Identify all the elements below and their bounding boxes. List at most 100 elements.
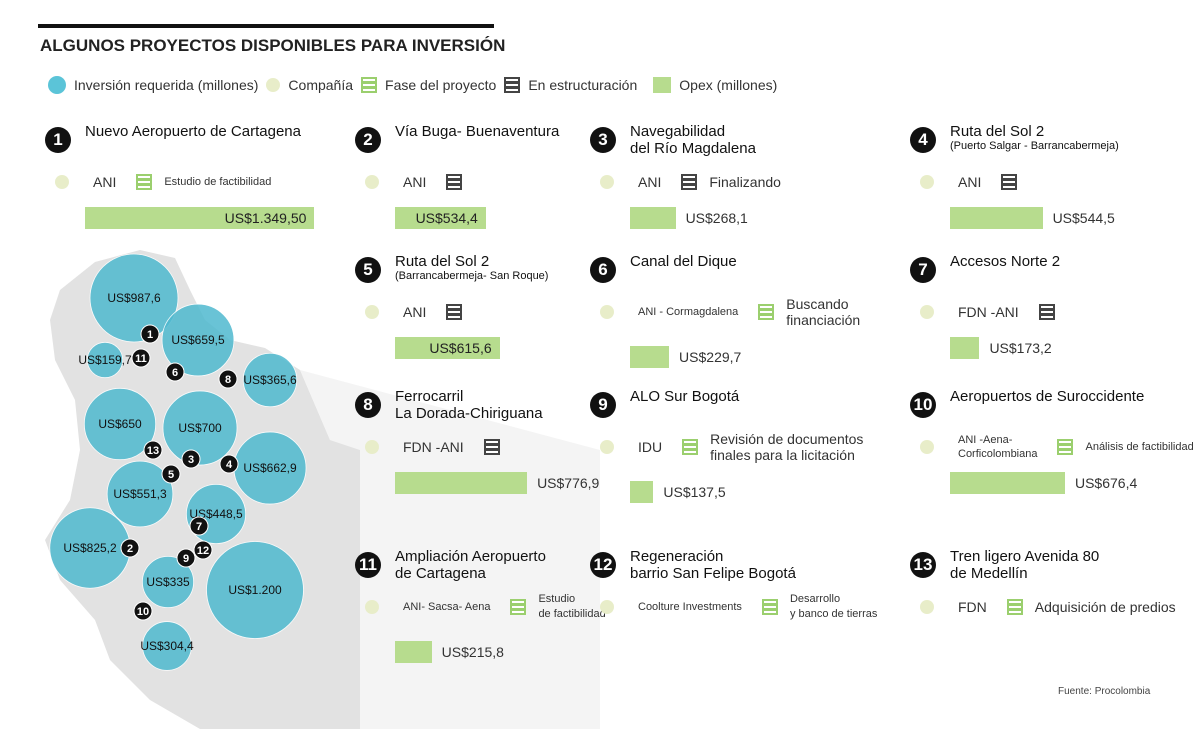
company-line: ANI xyxy=(638,174,662,190)
project-name-line: ALO Sur Bogotá xyxy=(630,388,740,405)
phase-line: Estudio de factibilidad xyxy=(164,175,272,188)
legend-label: En estructuración xyxy=(528,77,638,93)
bubble-label: US$335 xyxy=(146,575,190,589)
phase: Estudio de factibilidad xyxy=(538,592,605,622)
legend: Inversión requerida (millones) Compañía … xyxy=(48,76,777,94)
map-marker-label: 11 xyxy=(135,353,147,365)
project-name: Regeneración barrio San Felipe Bogotá xyxy=(630,548,796,582)
legend-icon xyxy=(504,77,521,93)
map-marker xyxy=(181,449,201,469)
phase: Revisión de documentos finales para la li… xyxy=(710,431,863,463)
bubble xyxy=(162,390,238,466)
legend-icon xyxy=(361,77,378,93)
opex-row: US$544,5 xyxy=(950,207,1115,229)
map-region xyxy=(300,370,600,729)
bubble-label: US$650 xyxy=(98,417,142,431)
project-number: 6 xyxy=(590,257,616,283)
bubble xyxy=(142,621,192,671)
opex-label: US$137,5 xyxy=(663,484,726,500)
project-name-line: Tren ligero Avenida 80 xyxy=(950,548,1100,565)
phase-icon xyxy=(446,304,463,320)
company-icon xyxy=(365,305,379,319)
company: ANI xyxy=(958,175,981,189)
opex-row: US$268,1 xyxy=(630,207,748,229)
project-name-line: Navegabilidad xyxy=(630,123,726,140)
company: IDU xyxy=(638,440,662,454)
phase-line: Revisión de documentos xyxy=(710,431,864,447)
phase: Análisis de factibilidad xyxy=(1085,440,1193,455)
project-name: ALO Sur Bogotá xyxy=(630,388,739,405)
project-info: ANI xyxy=(365,302,463,322)
company: Coolture Investments xyxy=(638,600,742,614)
phase: Desarrollo y banco de tierras xyxy=(790,592,877,622)
bubble-label: US$987,6 xyxy=(107,291,161,305)
opex-label: US$776,9 xyxy=(537,475,600,491)
bubble-label: US$1.200 xyxy=(228,583,282,597)
company: ANI xyxy=(638,175,661,189)
map-marker-label: 1 xyxy=(147,329,153,341)
opex-bar: US$1.349,50 xyxy=(85,207,315,229)
opex-bar xyxy=(950,472,1065,494)
legend-icon xyxy=(48,76,66,94)
project-name-line: Accesos Norte 2 xyxy=(950,253,1061,270)
project-name-line: Vía Buga- Buenaventura xyxy=(395,123,560,140)
project-number: 4 xyxy=(910,127,936,153)
opex-bar xyxy=(630,346,670,368)
opex-label: US$534,4 xyxy=(415,210,478,226)
bubble xyxy=(206,541,304,639)
bubble xyxy=(83,387,157,461)
company-line: IDU xyxy=(638,439,663,455)
phase: Finalizando xyxy=(709,174,781,190)
opex-label: US$229,7 xyxy=(679,349,742,365)
project-name-line: de Cartagena xyxy=(395,565,486,582)
company-icon xyxy=(365,440,379,454)
phase-line: y banco de tierras xyxy=(789,608,878,620)
phase-icon xyxy=(682,439,699,455)
company-line: ANI -Aena- xyxy=(958,434,1013,446)
project-name-line: Canal del Dique xyxy=(630,253,737,270)
phase-line: de factibilidad xyxy=(538,608,606,620)
bubble-label: US$825,2 xyxy=(63,541,117,555)
phase-icon xyxy=(483,439,500,455)
legend-label: Fase del proyecto xyxy=(385,77,497,93)
company-icon xyxy=(920,175,934,189)
project-name-line: Regeneración xyxy=(630,548,724,565)
legend-label: Compañía xyxy=(288,77,354,93)
legend-label: Inversión requerida (millones) xyxy=(74,77,259,93)
opex-row: US$1.349,50 xyxy=(85,207,315,229)
map-marker xyxy=(176,548,196,568)
project-name: Accesos Norte 2 xyxy=(950,253,1060,270)
opex-row: US$676,4 xyxy=(950,472,1137,494)
phase-line: finales para la licitación xyxy=(710,447,855,463)
project-info: FDN -ANI xyxy=(365,437,500,457)
project-info: ANI xyxy=(920,172,1018,192)
project-number: 5 xyxy=(355,257,381,283)
company: FDN -ANI xyxy=(403,440,464,454)
company-icon xyxy=(600,600,614,614)
project-info: ANI - Cormagdalena Buscando financiación xyxy=(600,296,860,328)
phase: Estudio de factibilidad xyxy=(164,175,271,190)
opex-row: US$615,6 xyxy=(395,337,500,359)
map-marker xyxy=(219,454,239,474)
project-name-line: barrio San Felipe Bogotá xyxy=(630,565,796,582)
map-marker-label: 12 xyxy=(197,545,209,557)
project-number: 3 xyxy=(590,127,616,153)
project-subtitle: (Barrancabermeja- San Roque) xyxy=(395,270,549,282)
project-info: IDU Revisión de documentos finales para la… xyxy=(600,431,863,463)
map-marker-label: 2 xyxy=(127,543,133,555)
map-marker xyxy=(189,516,209,536)
company: ANI xyxy=(403,175,426,189)
opex-bar xyxy=(950,207,1043,229)
bubble xyxy=(242,352,298,408)
title: ALGUNOS PROYECTOS DISPONIBLES PARA INVER… xyxy=(40,36,506,55)
phase-icon xyxy=(510,599,527,615)
opex-row: US$173,2 xyxy=(950,337,1052,359)
map-marker xyxy=(133,601,153,621)
phase-line: Buscando xyxy=(786,296,849,312)
project-info: ANI Estudio de factibilidad xyxy=(55,172,271,192)
opex-bar: US$615,6 xyxy=(395,337,500,359)
legend-icon xyxy=(266,78,281,92)
map-marker xyxy=(161,464,181,484)
